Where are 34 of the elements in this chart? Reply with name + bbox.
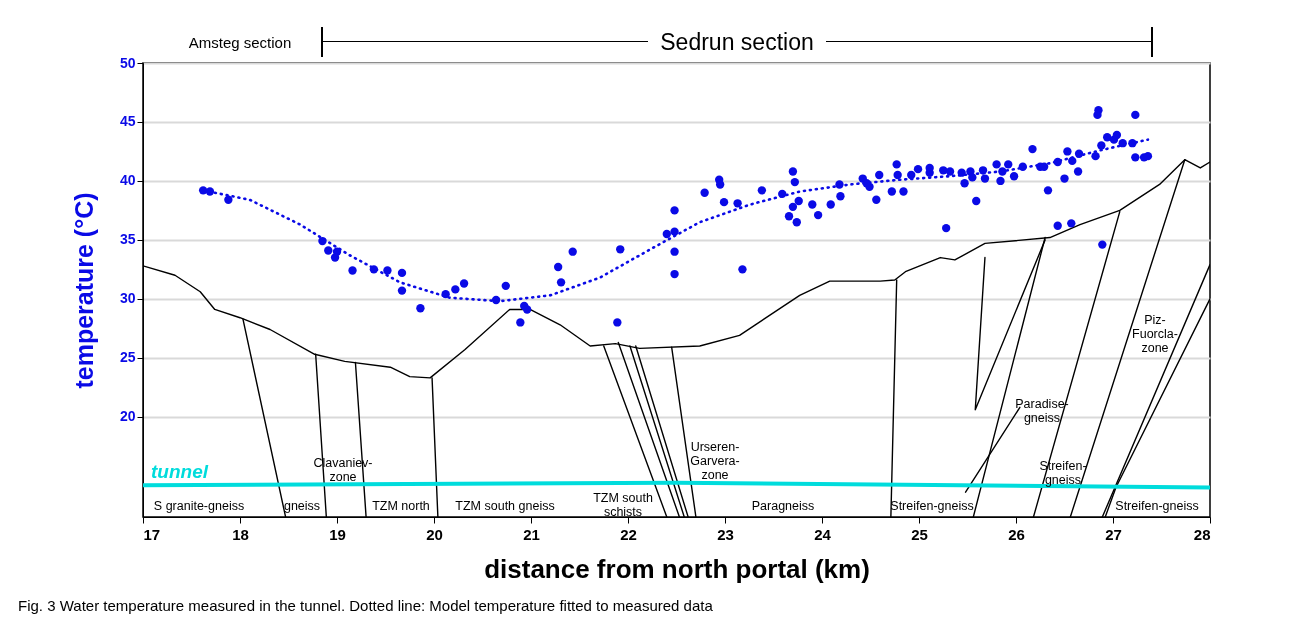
x-tick-label: 17 — [143, 525, 161, 543]
x-tick-label: 25 — [911, 525, 928, 543]
caption: Fig. 3 Water temperature measured in the tunnel. Dotted line: Model temperature fitted to measured data — [18, 597, 713, 614]
y-tick-label: 50 — [119, 54, 136, 71]
annotation: Urseren- Garvera- zone — [690, 440, 740, 482]
x-tick-label: 19 — [329, 525, 346, 543]
annotation: Paragneiss — [751, 499, 815, 513]
x-tick-label: 26 — [1008, 525, 1025, 543]
y-tick-label: 35 — [119, 231, 136, 248]
annotation: Streifen-gneiss — [1115, 499, 1199, 513]
y-tick-label: 25 — [119, 349, 136, 366]
x-axis-title: distance from north portal (km) — [484, 553, 870, 584]
y-tick-label: 40 — [119, 172, 136, 189]
y-tick-label: 45 — [119, 113, 136, 130]
x-tick-label: 21 — [523, 525, 540, 543]
annotation: TZM south gneiss — [455, 499, 555, 513]
annotation: S granite-gneiss — [153, 499, 245, 513]
annotation: TZM north — [372, 499, 430, 513]
series-label: tunnel — [151, 461, 209, 483]
x-tick-label: 22 — [620, 525, 637, 543]
x-tick-label: 18 — [232, 525, 249, 543]
x-tick-label: 27 — [1105, 525, 1122, 543]
annotation: gneiss — [283, 499, 321, 513]
annotation: TZM south schists — [593, 491, 653, 519]
y-tick-label: 20 — [119, 408, 136, 425]
text: Amsteg section — [187, 34, 293, 51]
x-tick-label: 23 — [717, 525, 734, 543]
section-bracket: Sedrun section — [321, 27, 1153, 57]
y-axis-title: temperature (°C) — [69, 192, 98, 389]
x-tick-label: 24 — [814, 525, 832, 543]
x-tick-label: 20 — [426, 525, 443, 543]
y-tick-label: 30 — [119, 290, 136, 307]
x-tick-label: 28 — [1193, 525, 1211, 543]
annotation: Piz- Fuorcla- zone — [1132, 313, 1178, 355]
